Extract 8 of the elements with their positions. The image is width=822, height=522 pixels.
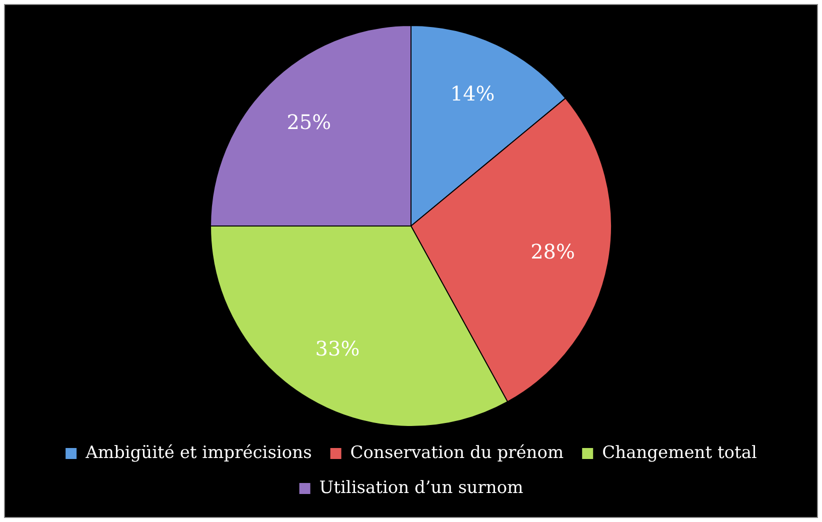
data-label: 14%: [450, 82, 495, 106]
legend-label: Changement total: [602, 442, 757, 463]
legend-label: Ambigüité et imprécisions: [84, 442, 312, 463]
legend-label: Utilisation d’un surnom: [319, 478, 524, 498]
data-label: 25%: [286, 110, 332, 134]
data-label: 28%: [530, 239, 576, 264]
legend-label: Conservation du prénom: [350, 442, 564, 463]
data-label: 33%: [315, 336, 360, 360]
